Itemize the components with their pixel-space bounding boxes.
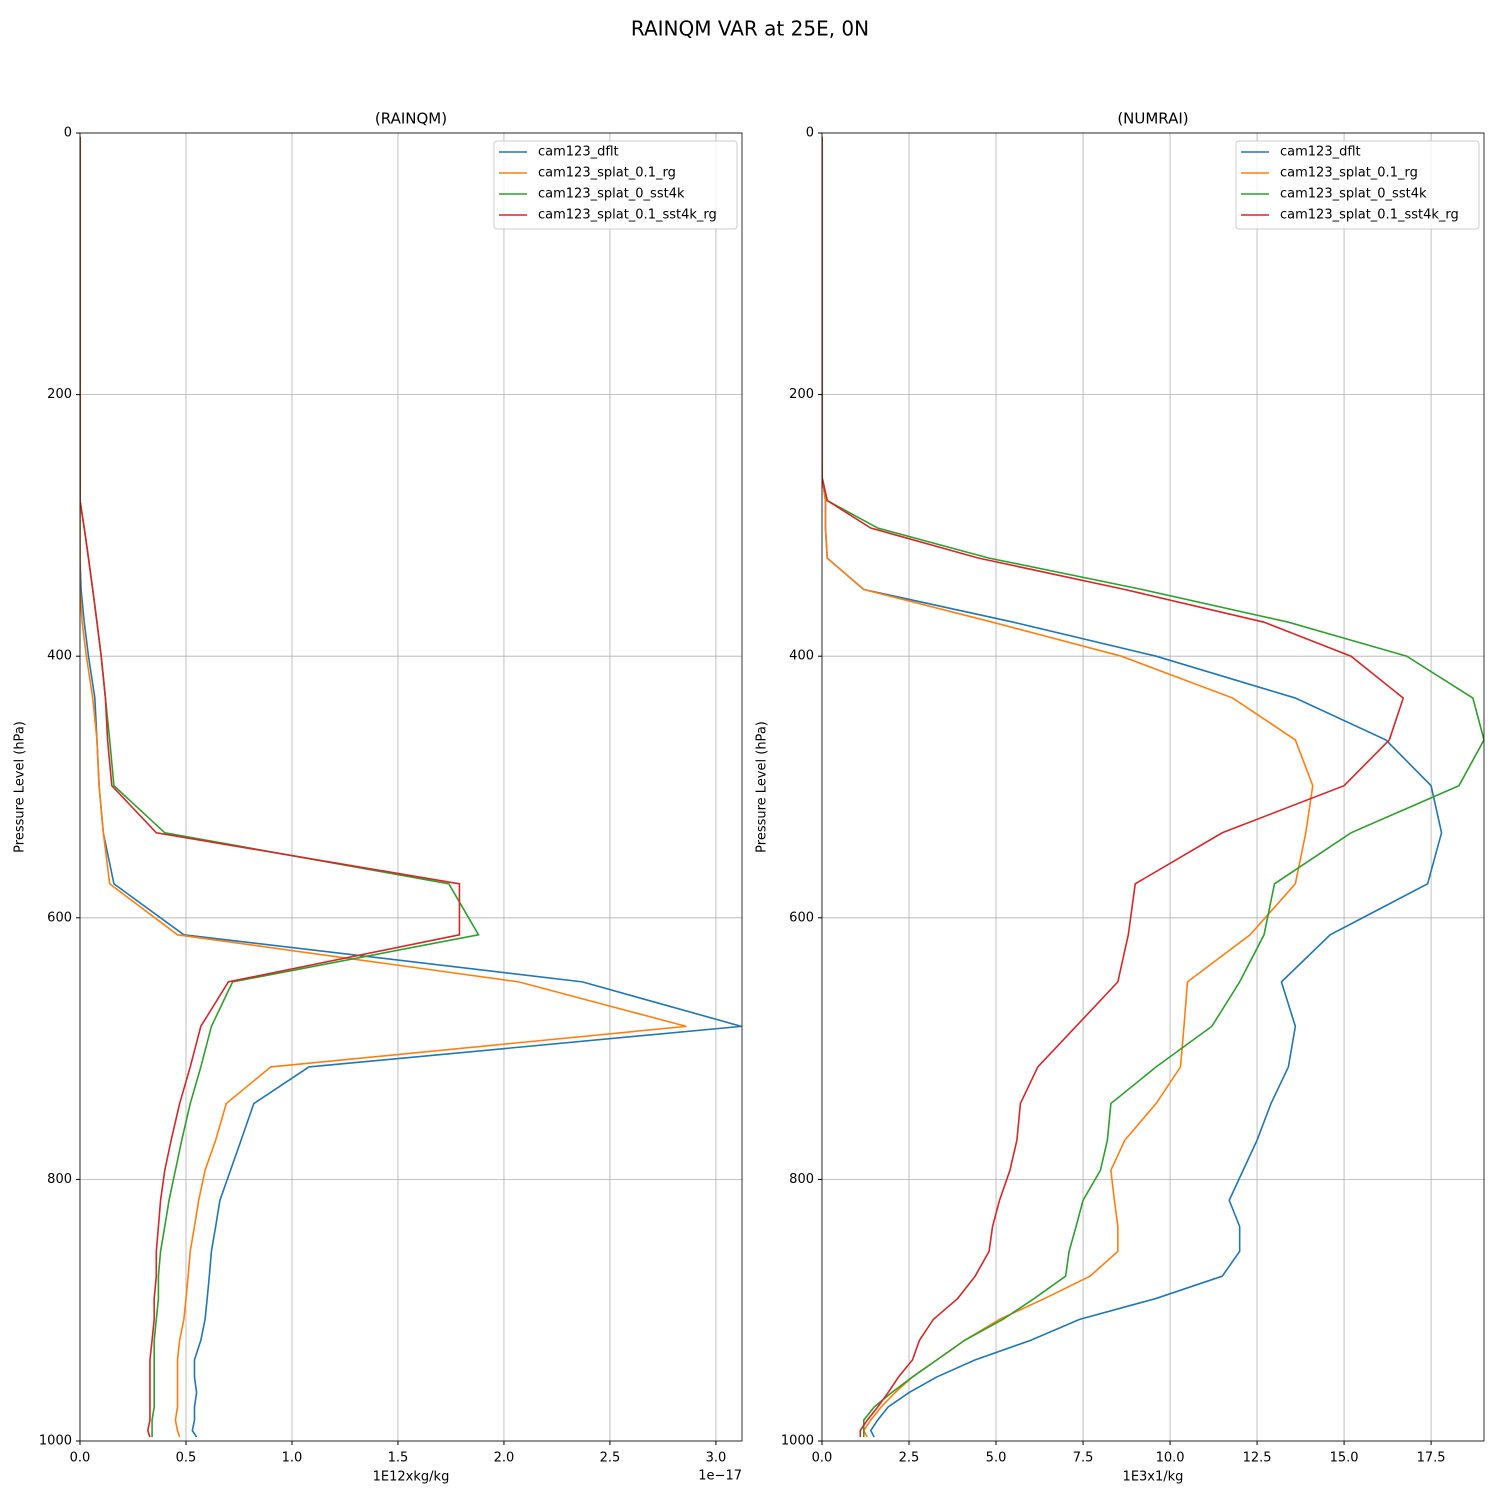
x-tick-label: 0.0 (812, 1451, 833, 1466)
axes-frame (821, 132, 1485, 1442)
legend-label: cam123_dflt (538, 145, 619, 160)
y-tick-label: 0 (64, 126, 72, 141)
x-tick-label: 12.5 (1243, 1451, 1272, 1466)
x-tick-label: 2.0 (494, 1451, 515, 1466)
y-tick-label: 400 (789, 649, 814, 664)
legend-label: cam123_splat_0.1_sst4k_rg (538, 208, 717, 223)
x-tick-label: 1.5 (388, 1451, 409, 1466)
legend-label: cam123_splat_0.1_rg (1280, 166, 1418, 181)
data-line (822, 136, 1405, 1438)
y-axis-label: Pressure Level (hPa) (13, 721, 28, 853)
y-tick-label: 1000 (39, 1434, 72, 1449)
legend-label: cam123_splat_0.1_rg (538, 166, 676, 181)
legend-label: cam123_splat_0_sst4k (1280, 187, 1427, 202)
x-offset-label: 1e−17 (698, 1469, 742, 1484)
data-line (80, 136, 480, 1438)
axes-title: (RAINQM) (375, 110, 447, 128)
y-tick-label: 600 (789, 910, 814, 925)
legend-label: cam123_splat_0_sst4k (538, 187, 685, 202)
legend-label: cam123_splat_0.1_sst4k_rg (1280, 208, 1459, 223)
x-tick-label: 10.0 (1156, 1451, 1185, 1466)
axes-frame (79, 132, 743, 1442)
x-tick-label: 5.0 (986, 1451, 1007, 1466)
data-line (80, 136, 687, 1438)
x-tick-label: 15.0 (1330, 1451, 1359, 1466)
x-tick-label: 0.5 (176, 1451, 197, 1466)
x-axis-label: 1E3x1/kg (1123, 1470, 1184, 1485)
axes-title: (NUMRAI) (1117, 110, 1188, 128)
x-tick-label: 0.0 (70, 1451, 91, 1466)
y-tick-label: 800 (789, 1172, 814, 1187)
x-tick-label: 2.5 (600, 1451, 621, 1466)
x-tick-label: 3.0 (706, 1451, 727, 1466)
y-tick-label: 200 (47, 387, 72, 402)
y-tick-label: 800 (47, 1172, 72, 1187)
legend: cam123_dflt cam123_splat_0.1_rg cam123_spl… (1235, 140, 1480, 230)
axes: 0.0 0.5 1.0 1.5 2.0 2.5 3.0 0 200 400 600 800 1000 (R… (13, 110, 743, 1485)
y-tick-label: 1000 (781, 1434, 814, 1449)
legend: cam123_dflt cam123_splat_0.1_rg cam123_spl… (493, 140, 738, 230)
data-line (80, 136, 461, 1438)
y-tick-label: 0 (806, 126, 814, 141)
y-tick-label: 400 (47, 649, 72, 664)
figure-title: RAINQM VAR at 25E, 0N (631, 17, 869, 41)
x-tick-label: 2.5 (899, 1451, 920, 1466)
legend-frame (1235, 140, 1480, 230)
x-tick-label: 17.5 (1417, 1451, 1446, 1466)
y-tick-label: 600 (47, 910, 72, 925)
legend-label: cam123_dflt (1280, 145, 1361, 160)
legend-frame (493, 140, 738, 230)
axes: 0.0 2.5 5.0 7.5 10.0 12.5 15.0 17.5 0 200 400 600 80… (755, 110, 1485, 1485)
x-tick-label: 1.0 (282, 1451, 303, 1466)
y-axis-label: Pressure Level (hPa) (755, 721, 770, 853)
y-tick-label: 200 (789, 387, 814, 402)
x-tick-label: 7.5 (1073, 1451, 1094, 1466)
data-line (80, 136, 742, 1438)
x-axis-label: 1E12xkg/kg (373, 1470, 450, 1485)
